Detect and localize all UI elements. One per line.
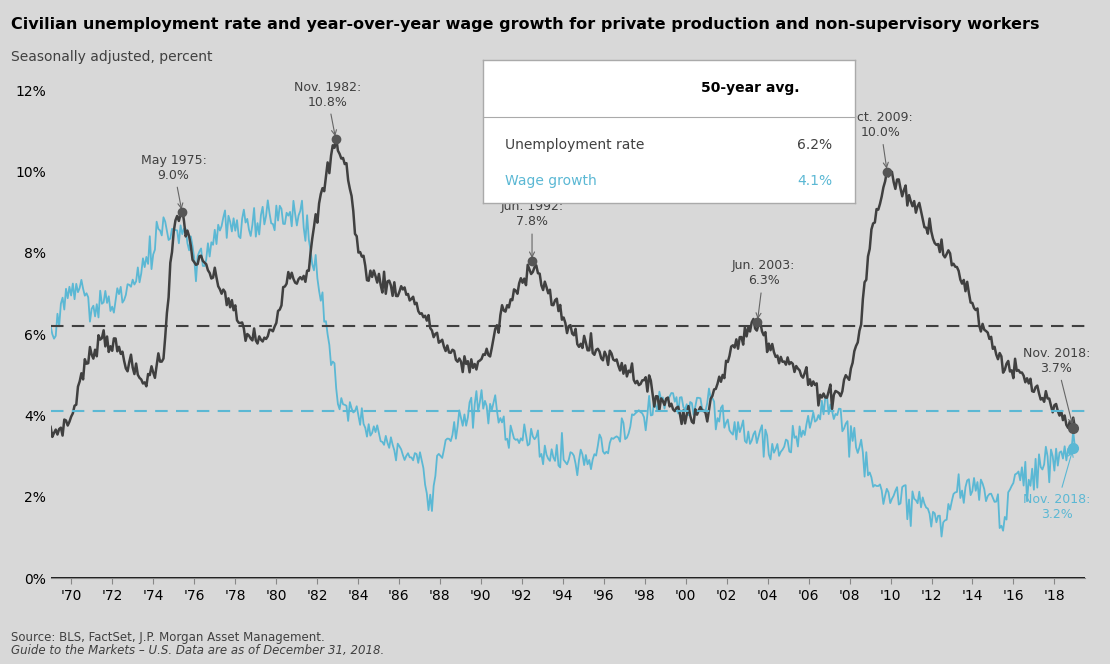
Text: Jun. 2003:
6.3%: Jun. 2003: 6.3% (731, 260, 795, 318)
Text: Jun. 1992:
7.8%: Jun. 1992: 7.8% (501, 201, 564, 257)
Text: Nov. 2018:
3.2%: Nov. 2018: 3.2% (1022, 452, 1090, 521)
Text: 4.1%: 4.1% (797, 174, 832, 188)
Text: Wage growth: Wage growth (505, 174, 597, 188)
Text: Source: BLS, FactSet, J.P. Morgan Asset Management.: Source: BLS, FactSet, J.P. Morgan Asset … (11, 631, 325, 644)
Text: 6.2%: 6.2% (797, 138, 832, 153)
Text: Unemployment rate: Unemployment rate (505, 138, 645, 153)
Text: Guide to the Markets – U.S. Data are as of December 31, 2018.: Guide to the Markets – U.S. Data are as … (11, 644, 384, 657)
Text: 50-year avg.: 50-year avg. (702, 81, 800, 96)
Text: May 1975:
9.0%: May 1975: 9.0% (141, 153, 206, 208)
Text: Nov. 2018:
3.7%: Nov. 2018: 3.7% (1022, 347, 1090, 424)
Text: Civilian unemployment rate and year-over-year wage growth for private production: Civilian unemployment rate and year-over… (11, 17, 1040, 32)
Text: Oct. 2009:
10.0%: Oct. 2009: 10.0% (847, 111, 914, 167)
Text: Nov. 1982:
10.8%: Nov. 1982: 10.8% (293, 80, 361, 135)
Text: Seasonally adjusted, percent: Seasonally adjusted, percent (11, 50, 213, 64)
